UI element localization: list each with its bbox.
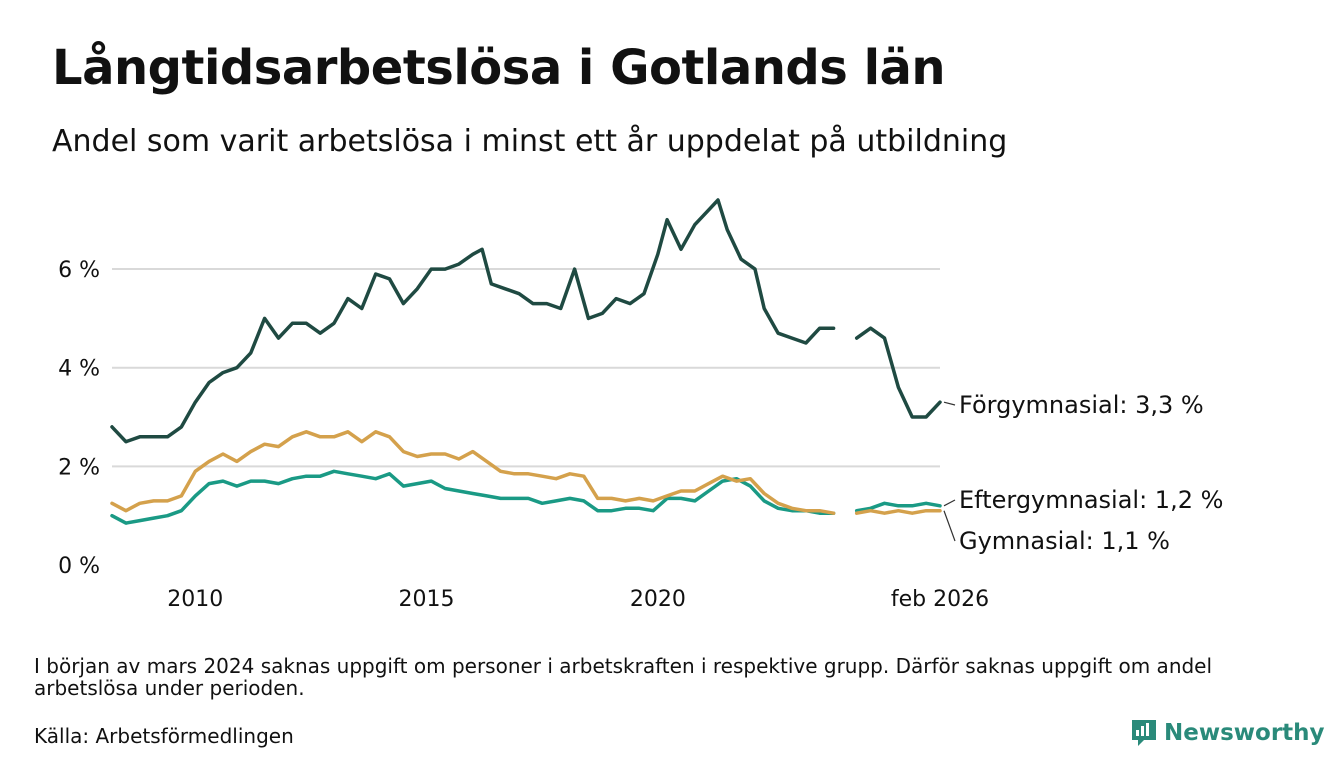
label-connector bbox=[943, 401, 956, 406]
x-tick-label: 2010 bbox=[167, 587, 223, 612]
label-connector bbox=[943, 510, 956, 542]
label-connector bbox=[943, 499, 956, 507]
series-line-förgymnasial bbox=[110, 198, 836, 444]
series-line-eftergymnasial bbox=[854, 501, 942, 513]
page-subtitle: Andel som varit arbetslösa i minst ett å… bbox=[52, 124, 1008, 159]
brand-logo: Newsworthy bbox=[1130, 718, 1325, 748]
newsworthy-logo-icon bbox=[1132, 720, 1156, 746]
source-credit: Källa: Arbetsförmedlingen bbox=[34, 724, 294, 748]
series-line-gymnasial bbox=[854, 508, 942, 515]
y-tick-label: 0 % bbox=[58, 554, 100, 579]
series-end-label: Gymnasial: 1,1 % bbox=[959, 527, 1170, 555]
series-line-gymnasial bbox=[110, 430, 836, 515]
footnote: I början av mars 2024 saknas uppgift om … bbox=[34, 654, 1213, 700]
x-tick-label: 2020 bbox=[630, 587, 686, 612]
page-title: Långtidsarbetslösa i Gotlands län bbox=[52, 40, 946, 96]
y-tick-label: 6 % bbox=[58, 258, 100, 283]
x-tick-label: feb 2026 bbox=[891, 587, 989, 612]
y-tick-label: 2 % bbox=[58, 455, 100, 480]
brand-name: Newsworthy bbox=[1164, 720, 1325, 746]
series-end-label: Eftergymnasial: 1,2 % bbox=[959, 486, 1223, 514]
x-tick-label: 2015 bbox=[399, 587, 455, 612]
series-line-förgymnasial bbox=[854, 326, 942, 419]
series-line-eftergymnasial bbox=[110, 469, 836, 525]
series-end-label: Förgymnasial: 3,3 % bbox=[959, 391, 1204, 419]
line-chart: 0 % 2 % 4 % 6 % 2010 2015 2020 feb 2026 Förgymna… bbox=[58, 198, 1223, 612]
y-tick-label: 4 % bbox=[58, 357, 100, 382]
